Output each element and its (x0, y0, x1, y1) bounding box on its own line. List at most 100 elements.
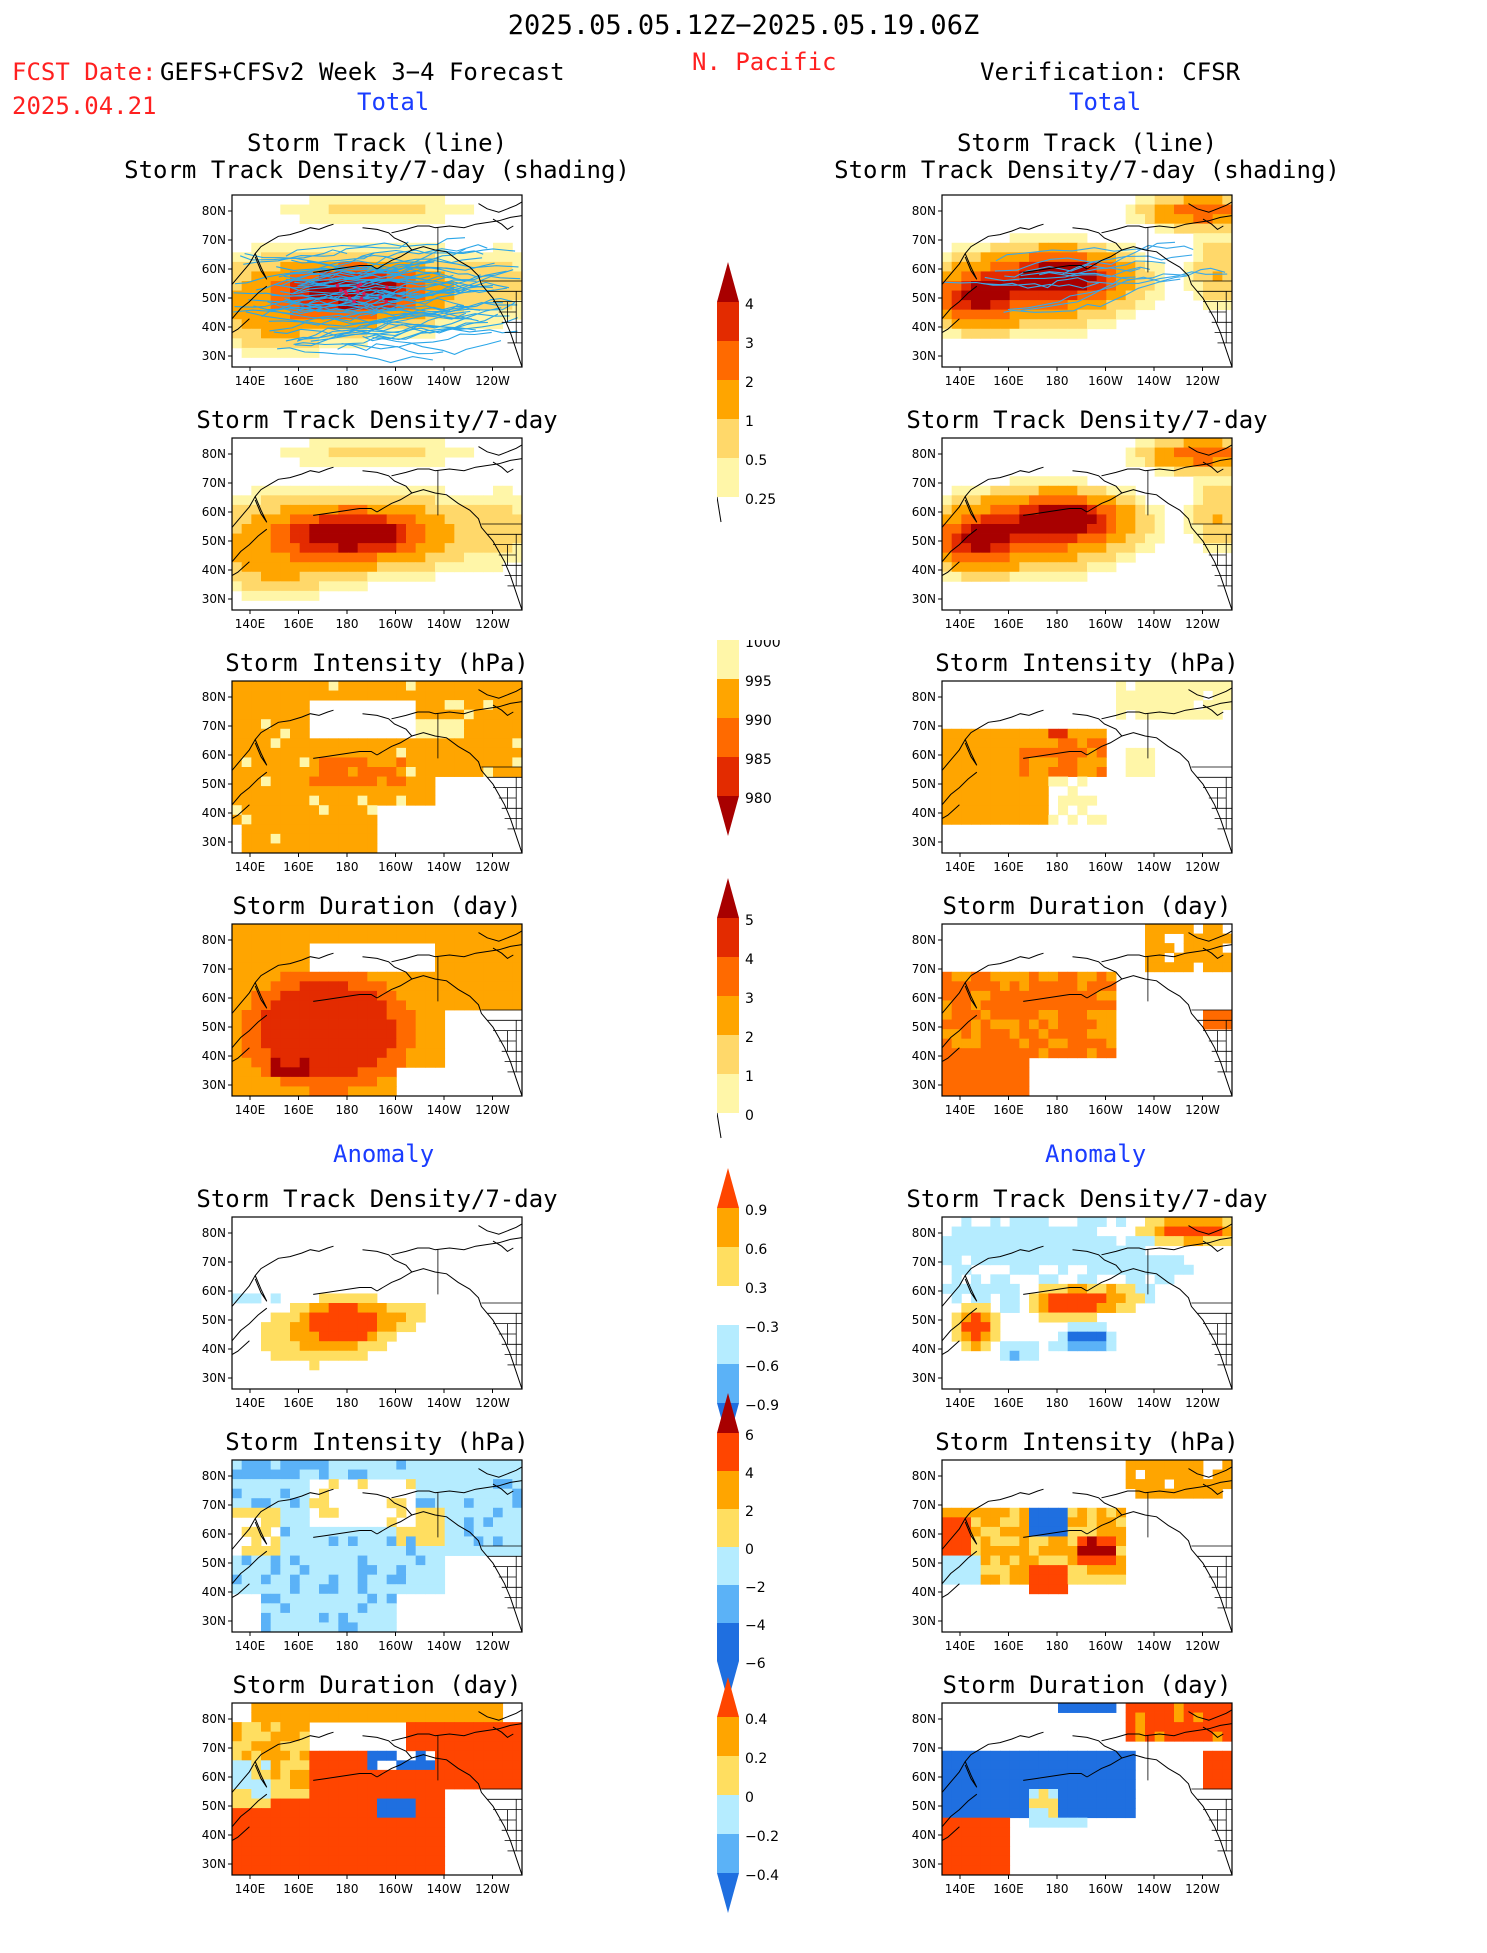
grid-cell (1106, 1751, 1116, 1761)
lon-tick-label: 180 (1046, 1103, 1069, 1117)
grid-cell (435, 514, 445, 524)
grid-cell (406, 572, 416, 582)
grid-cell (503, 1751, 513, 1761)
grid-cell (1193, 486, 1203, 496)
grid-cell (309, 1332, 319, 1342)
grid-cell (338, 534, 348, 544)
grid-cell (367, 1622, 377, 1632)
grid-cell (961, 805, 971, 815)
grid-cell (358, 1799, 368, 1809)
grid-cell (251, 943, 261, 953)
grid-cell (242, 972, 252, 982)
grid-cell (251, 1818, 261, 1828)
grid-cell (952, 1508, 962, 1518)
grid-cell (280, 1508, 290, 1518)
colorbar-segment (717, 1471, 739, 1509)
grid-cell (232, 1770, 242, 1780)
grid-cell (377, 1751, 387, 1761)
grid-cell (396, 1556, 406, 1566)
grid-cell (406, 1527, 416, 1537)
grid-cell (290, 1536, 300, 1546)
grid-cell (1019, 329, 1029, 339)
panel-title-fc_track: Storm Track (line) Storm Track Density/7… (102, 130, 652, 184)
grid-cell (280, 824, 290, 834)
grid-cell (493, 1741, 503, 1751)
grid-cell (454, 1489, 464, 1499)
grid-cell (961, 1303, 971, 1313)
grid-cell (474, 943, 484, 953)
grid-cell (1097, 1048, 1107, 1058)
grid-cell (1010, 562, 1020, 572)
grid-cell (1155, 691, 1165, 701)
grid-cell (990, 495, 1000, 505)
grid-cell (290, 1818, 300, 1828)
grid-cell (367, 572, 377, 582)
grid-cell (280, 1341, 290, 1351)
grid-cell (300, 1613, 310, 1623)
grid-cell (1155, 934, 1165, 944)
grid-cell (961, 1565, 971, 1575)
grid-cell (329, 767, 339, 777)
grid-cell (280, 1351, 290, 1361)
grid-cell (1106, 1265, 1116, 1275)
grid-cell (1068, 1313, 1078, 1323)
grid-cell (251, 1048, 261, 1058)
grid-cell (493, 681, 503, 691)
grid-cell (242, 1865, 252, 1875)
grid-cell (251, 514, 261, 524)
grid-cell (300, 824, 310, 834)
grid-cell (242, 348, 252, 358)
lon-tick-label: 160W (1088, 1882, 1123, 1896)
grid-cell (377, 524, 387, 534)
grid-cell (387, 1603, 397, 1613)
grid-cell (271, 1808, 281, 1818)
grid-cell (251, 934, 261, 944)
grid-cell (309, 572, 319, 582)
grid-cell (242, 1808, 252, 1818)
grid-cell (1000, 1808, 1010, 1818)
grid-cell (271, 796, 281, 806)
grid-cell (396, 1703, 406, 1713)
grid-cell (1116, 1808, 1126, 1818)
grid-cell (1126, 1703, 1136, 1713)
grid-cell (396, 1865, 406, 1875)
grid-cell (1135, 448, 1145, 458)
grid-cell (1193, 953, 1203, 963)
grid-cell (377, 1713, 387, 1723)
grid-cell (1203, 224, 1213, 234)
grid-cell (1029, 1217, 1039, 1227)
grid-cell (416, 1818, 426, 1828)
grid-cell (329, 972, 339, 982)
grid-cell (290, 1303, 300, 1313)
grid-cell (1164, 457, 1174, 467)
grid-cell (387, 1556, 397, 1566)
grid-cell (319, 834, 329, 844)
grid-cell (1000, 1508, 1010, 1518)
grid-cell (271, 562, 281, 572)
grid-cell (319, 843, 329, 853)
grid-cell (1000, 1779, 1010, 1789)
grid-cell (445, 205, 455, 215)
grid-cell (483, 1508, 493, 1518)
grid-cell (493, 1546, 503, 1556)
grid-cell (1068, 329, 1078, 339)
grid-cell (1203, 281, 1213, 291)
grid-cell (503, 1489, 513, 1499)
grid-cell (1077, 1527, 1087, 1537)
grid-cell (406, 786, 416, 796)
grid-cell (1019, 1086, 1029, 1096)
grid-cell (1222, 1217, 1232, 1227)
lon-tick-label: 140W (1137, 1103, 1172, 1117)
grid-cell (971, 1246, 981, 1256)
grid-cell (425, 562, 435, 572)
grid-cell (1000, 1236, 1010, 1246)
grid-cell (1058, 1020, 1068, 1030)
colorbar-label: 4 (745, 952, 754, 968)
grid-cell (1029, 1584, 1039, 1594)
grid-cell (348, 1789, 358, 1799)
grid-cell (416, 495, 426, 505)
grid-cell (1222, 1760, 1232, 1770)
